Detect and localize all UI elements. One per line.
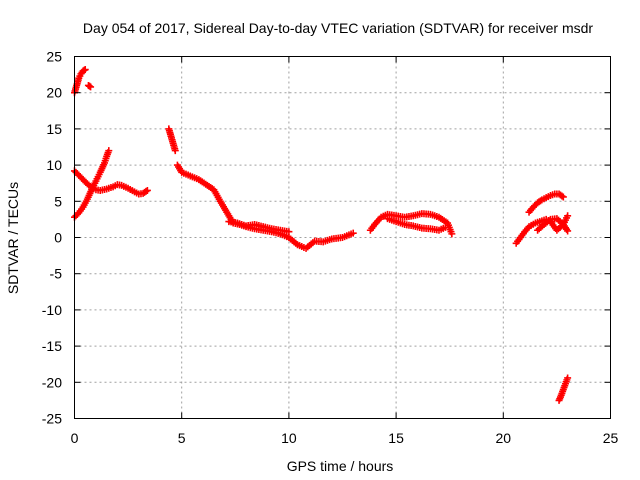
series-arc-g <box>225 218 293 236</box>
x-tick-label: 0 <box>71 430 79 446</box>
y-tick-label: -15 <box>42 338 62 354</box>
data-points <box>71 66 572 404</box>
data-point <box>142 187 150 195</box>
x-tick-label: 5 <box>178 430 186 446</box>
chart-title: Day 054 of 2017, Sidereal Day-to-day VTE… <box>83 20 593 36</box>
y-tick-label: 10 <box>46 157 62 173</box>
x-tick-label: 15 <box>388 430 404 446</box>
data-point <box>441 223 449 231</box>
data-point <box>558 192 566 200</box>
data-point <box>285 228 293 236</box>
x-axis-label: GPS time / hours <box>287 458 394 474</box>
data-point <box>536 197 544 205</box>
data-point <box>564 374 572 382</box>
series-arc-m <box>555 374 572 404</box>
y-tick-label: 0 <box>54 230 62 246</box>
data-point <box>105 147 113 155</box>
series-arc-l <box>534 215 572 235</box>
y-tick-label: -10 <box>42 302 62 318</box>
y-tick-label: -25 <box>42 411 62 427</box>
series-arc-a <box>71 66 89 97</box>
x-tick-label: 10 <box>281 430 297 446</box>
series-arc-i <box>384 215 449 234</box>
data-point <box>559 193 567 201</box>
series-arc-c <box>71 167 151 198</box>
series-arc-h <box>366 210 456 238</box>
y-tick-label: 5 <box>54 193 62 209</box>
series-arc-d <box>71 147 113 221</box>
y-tick-label: 15 <box>46 121 62 137</box>
y-axis-label: SDTVAR / TECUs <box>5 182 21 294</box>
series-arc-k <box>525 190 567 216</box>
y-tick-label: -20 <box>42 374 62 390</box>
data-point <box>448 230 456 238</box>
data-point <box>81 66 89 74</box>
data-point <box>143 186 151 194</box>
y-tick-label: 25 <box>46 49 62 65</box>
series-arc-e <box>165 125 179 155</box>
y-tick-label: -5 <box>50 266 63 282</box>
axis-ticks: 0 5 10 15 20 25 -25 -20 -15 -10 -5 0 5 10 15 20 25 <box>42 49 619 447</box>
data-point <box>349 229 357 237</box>
data-point <box>564 212 572 220</box>
x-tick-label: 20 <box>496 430 512 446</box>
x-tick-label: 25 <box>603 430 619 446</box>
data-point <box>171 147 179 155</box>
series-arc-f <box>173 161 357 252</box>
data-point <box>87 83 95 91</box>
y-tick-label: 20 <box>46 85 62 101</box>
data-point <box>564 227 572 235</box>
series-arc-b <box>84 81 95 91</box>
